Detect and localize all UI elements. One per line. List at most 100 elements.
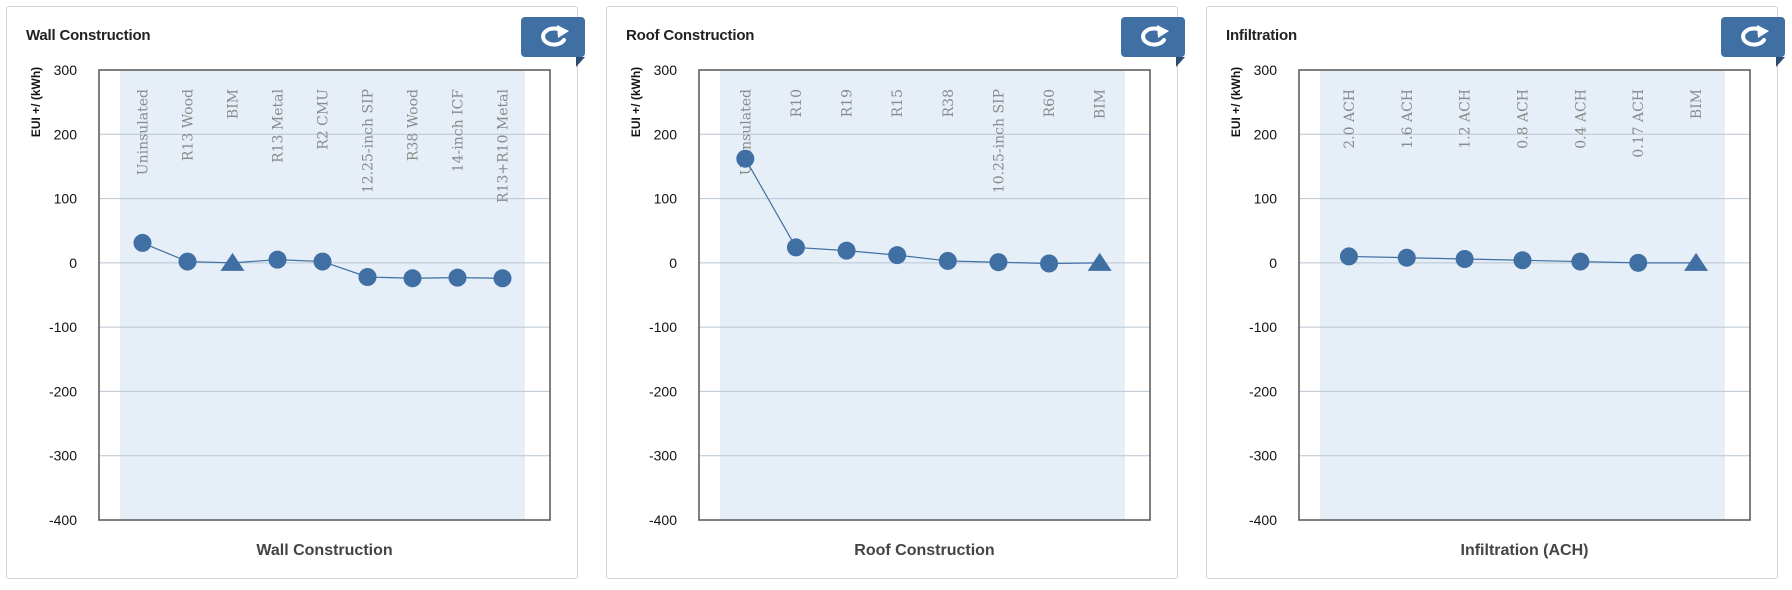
category-label: 1.2 ACH [1458,89,1474,149]
ribbon-fold [1176,57,1185,67]
data-point[interactable] [1040,254,1059,273]
y-tick-label: 100 [1254,191,1278,207]
category-label: R13 Metal [271,88,287,162]
y-tick-label: 0 [669,255,677,271]
refresh-arrowhead [557,25,569,38]
data-point[interactable] [786,238,805,257]
plot-band [1320,70,1725,520]
y-tick-label: 300 [654,62,678,78]
chart-svg-wall: 300 200 100 0 -100 -200 -300 -400 Uninsulated R13… [29,62,551,559]
ribbon-fold [576,57,585,67]
y-tick-label: -300 [49,448,77,464]
refresh-arrowhead [1757,25,1769,38]
category-label: BIM [1093,89,1109,119]
category-label: 10.25-inch SIP [991,89,1007,193]
chart-svg-infiltration: 300 200 100 0 -100 -200 -300 -400 2.0 ACH 1.6 ACH… [1229,62,1751,559]
data-point[interactable] [1513,251,1532,270]
y-tick-label: -300 [1249,448,1277,464]
data-point[interactable] [938,251,957,270]
data-point[interactable] [989,253,1008,272]
category-label: 12.25-inch SIP [361,89,377,193]
data-point[interactable] [178,252,197,271]
y-tick-label: -400 [649,512,677,528]
data-point[interactable] [1397,248,1416,267]
panel-title-wall: Wall Construction [26,27,151,44]
data-point[interactable] [493,269,512,288]
category-label: 0.17 ACH [1631,89,1647,158]
y-tick-label: -200 [1249,383,1277,399]
category-label: R13+R10 Metal [496,88,512,202]
refresh-button-infiltration[interactable] [1721,17,1785,67]
data-point[interactable] [448,268,467,287]
refresh-icon [541,25,569,47]
category-label: R10 [789,89,805,117]
data-point[interactable] [403,269,422,288]
panel-title-roof: Roof Construction [626,27,755,44]
category-label: 1.6 ACH [1400,89,1416,149]
category-label: R38 [941,89,957,117]
data-point[interactable] [268,250,287,269]
plot-band [720,70,1125,520]
y-axis-title: EUI +/ (kWh) [1229,67,1243,137]
data-point-triangle[interactable] [1087,252,1112,271]
data-point[interactable] [736,149,755,168]
refresh-button-wall[interactable] [521,17,585,67]
y-tick-label: -200 [649,383,677,399]
category-label: R13 Wood [181,89,197,161]
refresh-badge [521,17,585,57]
refresh-arc [1741,26,1766,47]
category-label: 2.0 ACH [1342,89,1358,149]
y-tick-label: 100 [54,191,78,207]
refresh-button-roof[interactable] [1121,17,1185,67]
y-tick-label: 0 [69,255,77,271]
data-point-triangle[interactable] [1684,252,1709,271]
data-point[interactable] [1571,252,1590,271]
category-label: R15 [890,89,906,117]
data-point-triangle[interactable] [220,252,245,271]
refresh-badge [1121,17,1185,57]
data-point[interactable] [1629,253,1648,272]
y-tick-label: -400 [49,512,77,528]
data-point[interactable] [837,241,856,260]
refresh-icon [1141,25,1169,47]
category-label: R2 CMU [316,89,332,150]
category-label: R60 [1042,89,1058,117]
plot-frame [98,69,551,521]
y-axis-title: EUI +/ (kWh) [29,67,43,137]
y-tick-label: -100 [1249,319,1277,335]
data-point[interactable] [1455,250,1474,268]
y-tick-label: 200 [54,126,78,142]
category-label: R19 [840,89,856,117]
category-label: BIM [1689,89,1705,119]
data-point[interactable] [1339,247,1358,266]
ribbon-fold [1776,57,1785,67]
chart-panel-roof: 300 200 100 0 -100 -200 -300 -400 Uninsulated R10… [606,6,1185,579]
y-tick-label: -100 [649,319,677,335]
y-tick-label: 0 [1269,255,1277,271]
plot-frame [698,69,1151,521]
y-axis-title: EUI +/ (kWh) [629,67,643,137]
plot-frame [1298,69,1751,521]
y-tick-label: -200 [49,383,77,399]
x-axis-title: Roof Construction [854,542,994,559]
y-tick-label: -300 [649,448,677,464]
y-tick-label: 100 [654,191,678,207]
refresh-arc [541,26,566,47]
category-label: 0.8 ACH [1516,89,1532,149]
refresh-icon [1741,25,1769,47]
panel-title-infiltration: Infiltration [1226,27,1297,44]
x-axis-title: Infiltration (ACH) [1461,542,1589,559]
data-point[interactable] [358,268,377,286]
x-axis-title: Wall Construction [256,542,392,559]
plot-band [120,70,525,520]
data-point[interactable] [313,252,332,271]
category-label: 0.4 ACH [1573,89,1589,149]
y-tick-label: -400 [1249,512,1277,528]
data-point[interactable] [133,233,152,252]
y-tick-label: -100 [49,319,77,335]
category-label: R38 Wood [406,89,422,161]
category-label: Uninsulated [136,89,152,175]
data-point[interactable] [888,246,907,265]
chart-panel-wall: 300 200 100 0 -100 -200 -300 -400 Uninsulated R13… [6,6,585,579]
category-label: BIM [226,89,242,119]
